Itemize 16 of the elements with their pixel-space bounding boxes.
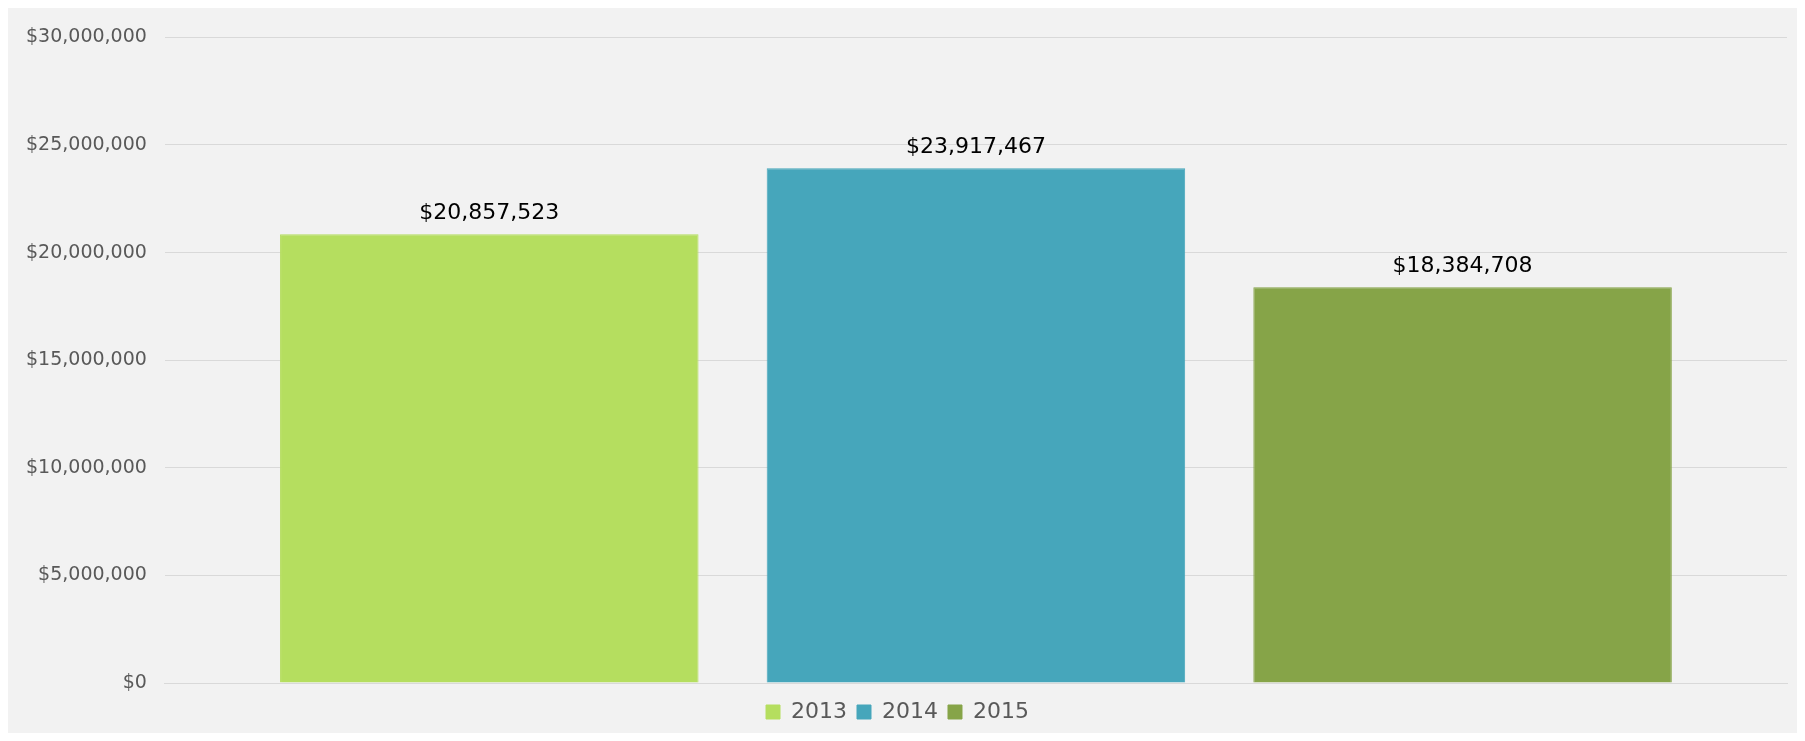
y-tick-label: $5,000,000 — [38, 562, 147, 585]
legend-label: 2015 — [972, 697, 1029, 723]
legend-label: 2013 — [791, 697, 848, 723]
y-tick-label: $25,000,000 — [26, 131, 147, 154]
bar — [1253, 287, 1672, 683]
data-label: $20,857,523 — [419, 198, 560, 224]
y-tick-label: $30,000,000 — [26, 24, 147, 47]
y-tick-label: $10,000,000 — [26, 454, 147, 477]
bar — [766, 168, 1186, 683]
bar — [280, 234, 699, 683]
y-tick-label: $20,000,000 — [26, 239, 147, 262]
y-tick-label: $0 — [122, 669, 147, 692]
data-label: $18,384,708 — [1392, 252, 1533, 278]
legend-label: 2014 — [882, 697, 939, 723]
data-label: $23,917,467 — [905, 133, 1046, 159]
y-tick-label: $15,000,000 — [26, 347, 147, 370]
